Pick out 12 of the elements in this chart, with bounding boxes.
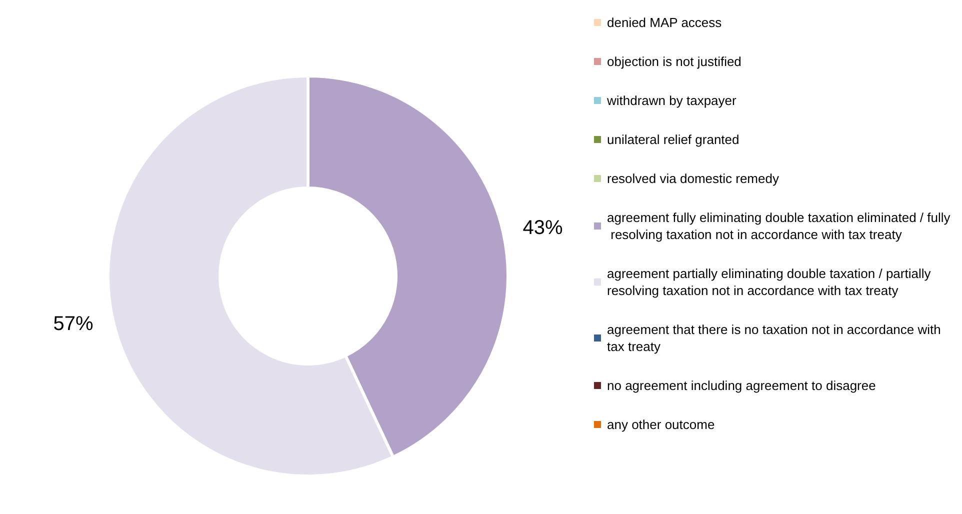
legend-label: unilateral relief granted	[607, 132, 740, 147]
legend-label: no agreement including agreement to disagree	[607, 378, 876, 393]
legend-label: any other outcome	[607, 417, 715, 432]
legend-label: agreement partially eliminating double taxation / partially resolving taxation not in accordance with tax treaty	[607, 266, 934, 298]
data-label: 57%	[53, 312, 94, 335]
legend-label: withdrawn by taxpayer	[606, 93, 738, 108]
legend-label: agreement that there is no taxation not in accordance with tax treaty	[607, 322, 944, 354]
legend-label: agreement fully eliminating double taxation eliminated / fully resolving taxation not in accordance with tax treaty	[607, 210, 951, 242]
data-label: 43%	[522, 217, 563, 240]
legend-label: denied MAP access	[607, 15, 722, 30]
legend-label: resolved via domestic remedy	[607, 171, 780, 186]
legend-label: objection is not justified	[607, 54, 742, 69]
